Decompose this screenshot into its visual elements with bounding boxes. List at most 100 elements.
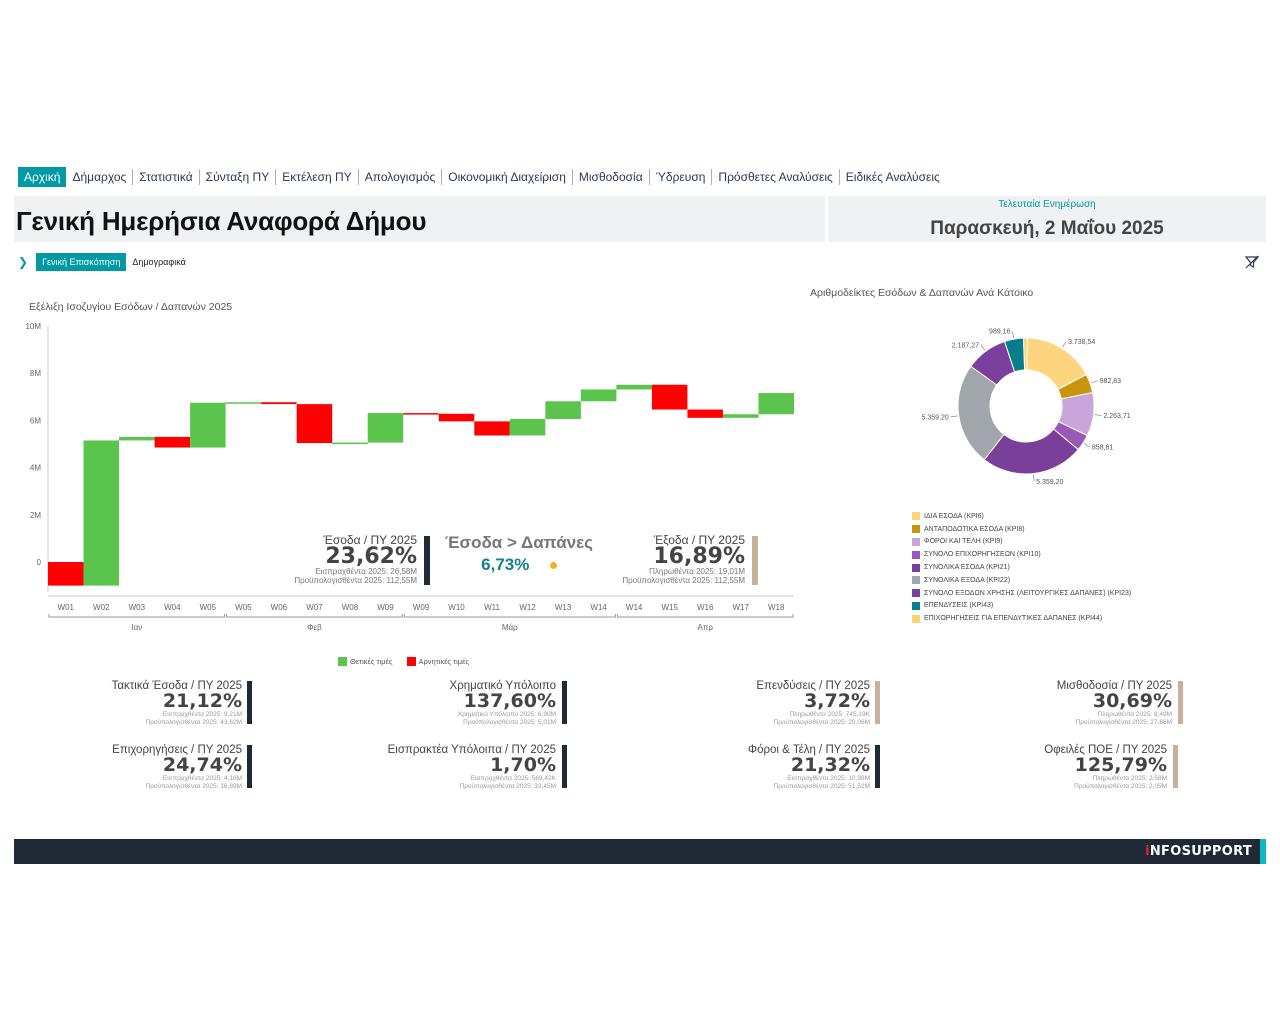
kpi-value: 30,69% bbox=[1092, 690, 1172, 712]
legend-label: ΦΟΡΟΙ ΚΑΙ ΤΕΛΗ (KPI9) bbox=[924, 538, 1003, 546]
clear-filter-icon[interactable] bbox=[1244, 254, 1260, 270]
kpi-bar bbox=[1173, 745, 1178, 788]
legend-positive-label: Θετικές τιμές bbox=[350, 657, 393, 666]
waterfall-bar bbox=[438, 413, 475, 422]
kpi-detail: Προϋπολογισθέντα 2025: 20,06M bbox=[773, 718, 870, 726]
kpi-value: 1,70% bbox=[490, 754, 556, 776]
waterfall-bar bbox=[687, 409, 723, 418]
kpi-label: Έξοδα / ΠΥ 2025 bbox=[653, 533, 745, 547]
month-bracket bbox=[616, 614, 794, 618]
kpi-poe-debts-card: Οφειλές ΠΟΕ / ΠΥ 2025 125,79% Πληρωθέντα… bbox=[1000, 744, 1167, 790]
kpi-payroll-card: Μισθοδοσία / ΠΥ 2025 30,69% Πληρωθέντα 2… bbox=[1005, 680, 1172, 726]
kpi-bar bbox=[875, 745, 880, 788]
x-tick-label: W16 bbox=[697, 603, 714, 612]
nav-divider bbox=[838, 169, 840, 185]
label-leader bbox=[980, 344, 986, 351]
nav-home[interactable]: Αρχική bbox=[18, 167, 67, 187]
kpi-value: 125,79% bbox=[1074, 754, 1167, 776]
slice-value-label: 5.359,20 bbox=[922, 414, 949, 421]
legend-swatch bbox=[912, 601, 920, 610]
legend-swatch bbox=[912, 589, 920, 598]
legend-swatch bbox=[912, 537, 920, 546]
kpi-grants-card: Επιχορηγήσεις / ΠΥ 2025 24,74% Εισπραχθέ… bbox=[80, 744, 242, 790]
slice-value-label: 982,83 bbox=[1100, 378, 1122, 385]
waterfall-chart: 0 2M 4M 6M 8M 10M W01 W02 W03 W04 W05 W05 W06 W07 W08 W… bbox=[25, 322, 794, 632]
legend-item: ΕΠΕΝΔΥΣΕΙΣ (KPI43) bbox=[912, 600, 1131, 613]
x-tick-label: W14 bbox=[590, 603, 607, 612]
kpi-revenue-bar bbox=[424, 536, 430, 585]
kpi-detail: Εισπραχθέντα 2025: 10,98M bbox=[787, 775, 870, 782]
nav-budget-execution[interactable]: Εκτέλεση ΠΥ bbox=[282, 170, 352, 184]
nav-financial-management[interactable]: Οικονομική Διαχείριση bbox=[448, 170, 566, 184]
kpi-label: Χρηματικό Υπόλοιπο bbox=[449, 680, 556, 692]
x-tick-label: W18 bbox=[768, 603, 785, 612]
legend-label: ΣΥΝΟΛΟ ΕΠΙΧΟΡΗΓΗΣΕΩΝ (KPI10) bbox=[924, 551, 1041, 559]
x-tick-label: W09 bbox=[413, 603, 430, 612]
x-tick-label: W04 bbox=[164, 603, 181, 612]
nav-mayor[interactable]: Δήμαρχος bbox=[72, 170, 127, 184]
month-label: Φεβ bbox=[307, 623, 322, 632]
footer-accent bbox=[1260, 839, 1266, 864]
header-title-panel: Γενική Ημερήσια Αναφορά Δήμου bbox=[14, 196, 825, 242]
x-tick-label: W17 bbox=[732, 603, 749, 612]
slice-value-label: 2.263,71 bbox=[1103, 413, 1130, 420]
waterfall-bar bbox=[651, 384, 688, 410]
nav-divider bbox=[571, 169, 573, 185]
slice-value-label: 2.187,27 bbox=[952, 342, 979, 349]
kpi-detail: Πληρωθέντα 2025: 19,01M bbox=[649, 567, 745, 576]
nav-divider bbox=[357, 169, 359, 185]
nav-statistics[interactable]: Στατιστικά bbox=[139, 170, 193, 184]
legend-swatch bbox=[912, 614, 920, 623]
y-tick-label: 4M bbox=[30, 464, 41, 473]
header-update-panel: Τελευταία Ενημέρωση Παρασκευή, 2 Μαΐου 2… bbox=[828, 196, 1266, 242]
kpi-value: 21,32% bbox=[790, 754, 870, 776]
nav-divider bbox=[198, 169, 200, 185]
kpi-bar bbox=[247, 745, 252, 788]
nav-additional-analyses[interactable]: Πρόσθετες Αναλύσεις bbox=[718, 170, 833, 184]
waterfall-bar bbox=[154, 436, 191, 448]
x-tick-label: W14 bbox=[626, 603, 643, 612]
donut-chart: 3.738,54 982,83 2.263,71 858,61 5.359,20 5.35… bbox=[922, 329, 1131, 486]
kpi-regular-revenue-card: Τακτικά Έσοδα / ΠΥ 2025 21,12% Εισπραχθέ… bbox=[80, 680, 242, 726]
donut-legend: ΙΔΙΑ ΕΣΟΔΑ (KPI6) ΑΝΤΑΠΟΔΟΤΙΚΑ ΕΣΟΔΑ (KP… bbox=[912, 510, 1131, 625]
kpi-revenue-card: Έσοδα / ΠΥ 2025 23,62% Εισπραχθέντα 2025… bbox=[250, 534, 417, 586]
legend-label: ΑΝΤΑΠΟΔΟΤΙΚΑ ΕΣΟΔΑ (KPI8) bbox=[924, 525, 1025, 533]
kpi-detail: Προϋπολογισθέντα 2025: 51,52M bbox=[773, 782, 870, 790]
y-tick-label: 10M bbox=[25, 322, 41, 331]
tab-general-overview[interactable]: Γενική Επισκόπηση bbox=[36, 253, 127, 271]
legend-swatch bbox=[912, 525, 920, 534]
kpi-detail: Προϋπολογισθέντα 2025: 16,89M bbox=[145, 782, 242, 790]
revenue-vs-expense-value: 6,73% bbox=[481, 555, 530, 574]
legend-label: ΕΠΙΧΟΡΗΓΗΣΕΙΣ ΓΙΑ ΕΠΕΝΔΥΤΙΚΕΣ ΔΑΠΑΝΕΣ (K… bbox=[924, 615, 1103, 623]
kpi-value: 24,74% bbox=[162, 754, 242, 776]
nav-financial-statement[interactable]: Απολογισμός bbox=[364, 170, 436, 184]
legend-item: ΣΥΝΟΛΟ ΕΞΟΔΩΝ ΧΡΗΣΗΣ (ΛΕΙΤΟΥΡΓΙΚΕΣ ΔΑΠΑΝ… bbox=[912, 587, 1131, 600]
label-leader bbox=[950, 415, 958, 418]
waterfall-bar bbox=[119, 436, 155, 441]
kpi-expense-bar bbox=[752, 536, 758, 585]
kpi-label: Εισπρακτέα Υπόλοιπα / ΠΥ 2025 bbox=[387, 744, 556, 756]
slice-value-label: 5.359,20 bbox=[1036, 479, 1063, 486]
label-leader bbox=[1062, 341, 1067, 348]
kpi-cash-balance-card: Χρηματικό Υπόλοιπο 137,60% Χρηματικό Υπό… bbox=[380, 680, 556, 726]
nav-divider bbox=[441, 169, 443, 185]
waterfall-bar bbox=[367, 413, 404, 443]
tab-demographics[interactable]: Δημογραφικά bbox=[132, 257, 186, 267]
page-title: Γενική Ημερήσια Αναφορά Δήμου bbox=[16, 206, 427, 236]
infosupport-logo: iNFOSUPPORT bbox=[1145, 844, 1252, 859]
label-leader bbox=[1083, 443, 1091, 448]
legend-positive-swatch bbox=[338, 657, 347, 666]
kpi-label: Φόροι & Τέλη / ΠΥ 2025 bbox=[747, 744, 870, 756]
waterfall-bar bbox=[190, 402, 226, 448]
kpi-receivables-card: Εισπρακτέα Υπόλοιπα / ΠΥ 2025 1,70% Εισπ… bbox=[370, 744, 556, 790]
waterfall-bar bbox=[722, 414, 759, 418]
nav-water-supply[interactable]: Ύδρευση bbox=[655, 170, 706, 184]
label-leader bbox=[1090, 380, 1098, 384]
nav-budget-drafting[interactable]: Σύνταξη ΠΥ bbox=[205, 170, 270, 184]
nav-payroll[interactable]: Μισθοδοσία bbox=[578, 170, 643, 184]
kpi-detail: Προϋπολογισθέντα 2025: 43,62M bbox=[145, 718, 242, 726]
nav-special-analyses[interactable]: Ειδικές Αναλύσεις bbox=[845, 170, 940, 184]
waterfall-bar bbox=[296, 404, 333, 444]
kpi-detail: Χρηματικό Υπόλοιπο 2025: 6,90M bbox=[457, 711, 556, 718]
y-tick-label: 2M bbox=[30, 511, 41, 520]
